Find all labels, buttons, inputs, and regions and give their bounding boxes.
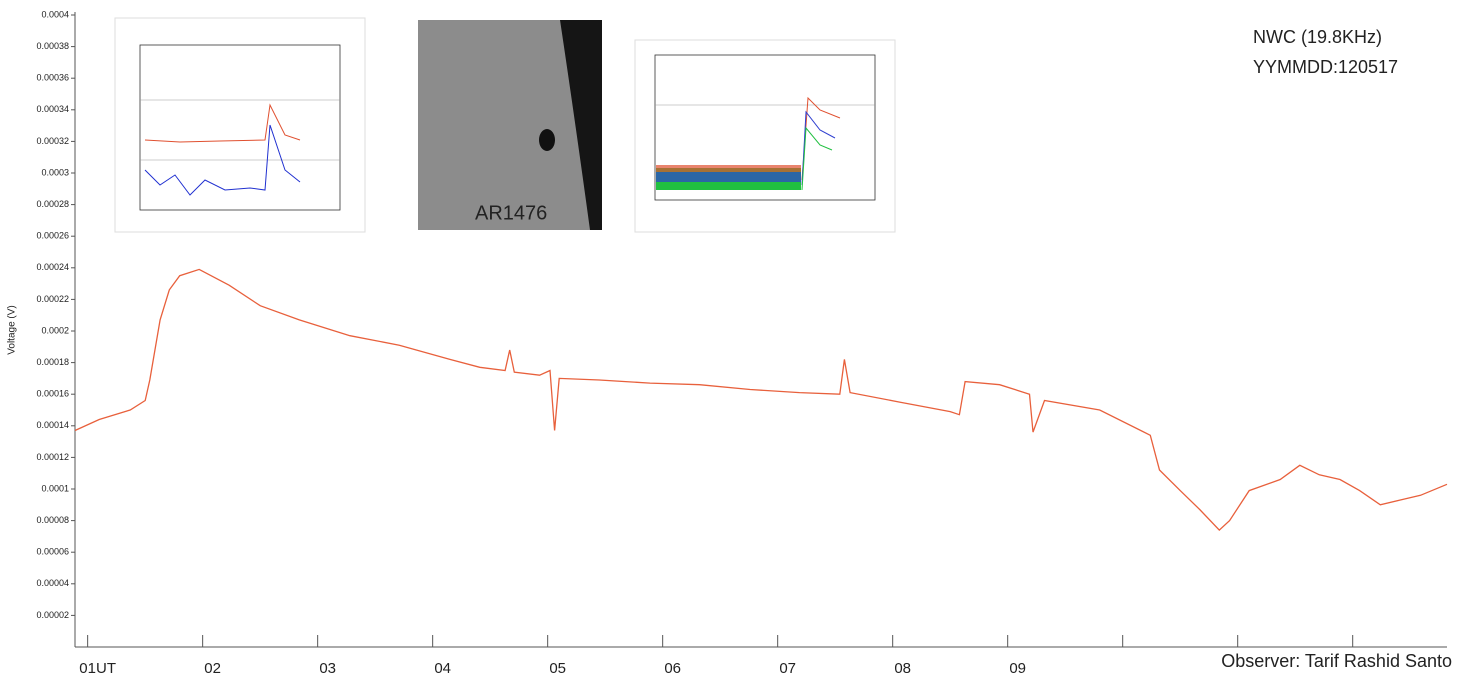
x-tick-label: 08 bbox=[894, 660, 911, 677]
y-tick-label: 0.00038 bbox=[36, 41, 69, 51]
y-tick-label: 0.0002 bbox=[41, 325, 69, 335]
station-label: NWC (19.8KHz) bbox=[1253, 27, 1382, 47]
inset-xray-plot bbox=[114, 17, 366, 233]
x-tick-label: 07 bbox=[779, 660, 796, 677]
y-tick-label: 0.00016 bbox=[36, 389, 69, 399]
data-line bbox=[74, 268, 1448, 532]
y-tick-label: 0.00018 bbox=[36, 357, 69, 367]
y-tick-label: 0.00004 bbox=[36, 578, 69, 588]
y-tick-label: 0.00022 bbox=[36, 294, 69, 304]
y-tick-label: 0.00008 bbox=[36, 515, 69, 525]
observer-label: Observer: Tarif Rashid Santo bbox=[1221, 651, 1452, 671]
y-tick-label: 0.0001 bbox=[41, 483, 69, 493]
x-tick-label: 01UT bbox=[79, 660, 116, 677]
y-tick-label: 0.00014 bbox=[36, 420, 69, 430]
y-tick-label: 0.00024 bbox=[36, 262, 69, 272]
y-tick-label: 0.00028 bbox=[36, 199, 69, 209]
y-tick-label: 0.0004 bbox=[41, 9, 69, 19]
y-tick-label: 0.00006 bbox=[36, 547, 69, 557]
inset-label: AR1476 bbox=[475, 202, 547, 224]
y-axis-label: Voltage (V) bbox=[7, 305, 18, 354]
y-tick-label: 0.0003 bbox=[41, 167, 69, 177]
x-tick-label: 09 bbox=[1009, 660, 1026, 677]
y-tick-label: 0.00034 bbox=[36, 104, 69, 114]
x-tick-label: 05 bbox=[549, 660, 566, 677]
x-tick-label: 06 bbox=[664, 660, 681, 677]
x-tick-label: 03 bbox=[319, 660, 336, 677]
y-tick-label: 0.00012 bbox=[36, 452, 69, 462]
y-tick-label: 0.00026 bbox=[36, 231, 69, 241]
date-label: YYMMDD:120517 bbox=[1253, 57, 1398, 77]
inset-particle-plot bbox=[634, 39, 896, 233]
y-tick-label: 0.00036 bbox=[36, 73, 69, 83]
inset-sun-image: AR1476 bbox=[418, 20, 602, 230]
x-tick-label: 02 bbox=[204, 660, 221, 677]
x-tick-label: 04 bbox=[434, 660, 451, 677]
y-tick-label: 0.00002 bbox=[36, 610, 69, 620]
y-tick-label: 0.00032 bbox=[36, 136, 69, 146]
